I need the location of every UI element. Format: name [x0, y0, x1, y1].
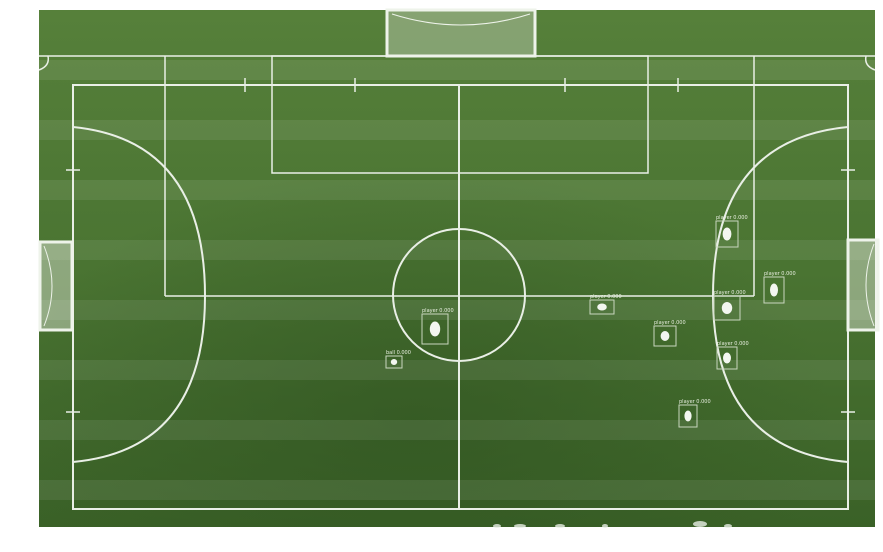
detection-label: ball 0.000 [386, 350, 411, 356]
detection-label: player 0.000 [422, 308, 454, 314]
detection-label: player 0.000 [679, 399, 711, 405]
player-figure [660, 331, 670, 341]
detection-box [421, 313, 449, 345]
player-detection: player 0.000 [713, 290, 746, 321]
top-goal [385, 8, 537, 58]
grass-shadow [39, 10, 875, 527]
player-detection: player 0.000 [653, 320, 686, 347]
detection-label: player 0.000 [714, 290, 746, 296]
detection-box [713, 295, 741, 321]
player-figure [770, 283, 778, 297]
ball-detection: ball 0.000 [385, 350, 411, 369]
player-figure [722, 227, 732, 241]
detection-box [589, 299, 615, 315]
player-detection: player 0.000 [715, 215, 748, 248]
detection-box [715, 220, 739, 248]
bottom-edge-marks [493, 521, 732, 528]
player-detection: player 0.000 [678, 399, 711, 428]
player-detection: player 0.000 [421, 308, 454, 345]
detection-box [763, 276, 785, 304]
right-goal [846, 238, 880, 332]
detection-box [385, 355, 403, 369]
detection-label: player 0.000 [590, 294, 622, 300]
player-detection: player 0.000 [716, 341, 749, 370]
detection-box [716, 346, 738, 370]
detection-label: player 0.000 [716, 215, 748, 221]
left-penalty-arc [72, 126, 207, 463]
ball-figure [390, 359, 398, 365]
detection-box [653, 325, 677, 347]
player-figure [721, 302, 733, 314]
player-detection: player 0.000 [589, 294, 622, 315]
detection-box [678, 404, 698, 428]
right-penalty-arc [711, 126, 849, 463]
centre-circle [392, 228, 526, 362]
player-figure [597, 303, 607, 311]
detection-label: player 0.000 [654, 320, 686, 326]
player-detection: player 0.000 [763, 271, 796, 304]
player-figure [723, 352, 731, 364]
player-figure [429, 321, 441, 337]
pitch-lines [38, 55, 876, 510]
left-goal [38, 240, 74, 332]
player-figure [684, 410, 692, 422]
detection-label: player 0.000 [717, 341, 749, 347]
detection-boxes: player 0.000 ball 0.000 player 0.000 player… [385, 215, 796, 428]
detection-label: player 0.000 [764, 271, 796, 277]
mowing-stripes [39, 60, 875, 500]
